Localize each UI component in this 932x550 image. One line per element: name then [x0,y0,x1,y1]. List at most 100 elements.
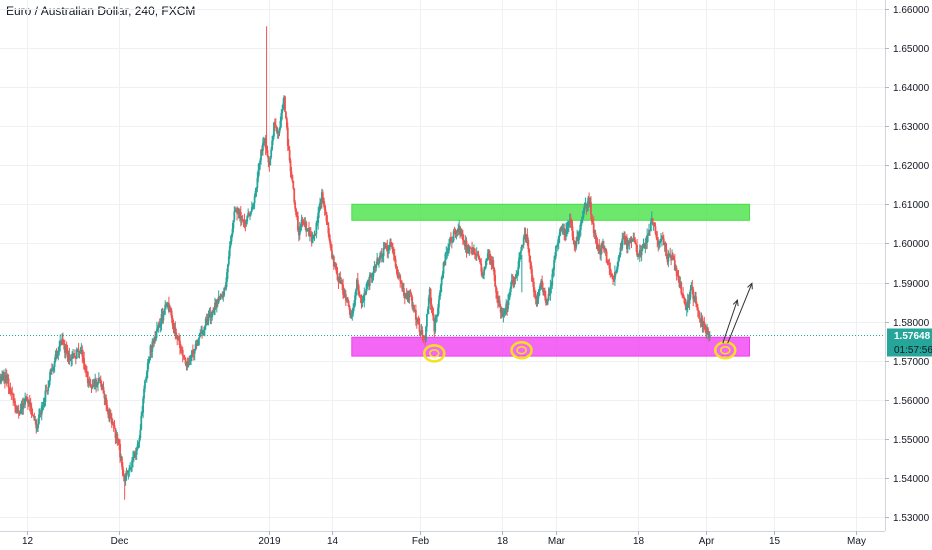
candle-body [300,219,303,225]
candle-body [40,406,43,415]
price-tick-label: 1.66000 [893,5,930,16]
candle-body [205,318,208,325]
candle-body [279,120,282,129]
candle-body [207,315,210,321]
candle-body [468,247,471,254]
candle-body [253,196,256,204]
candle-body [508,297,510,301]
candle-body [673,260,676,271]
candle-body [179,340,181,348]
candle-body [367,280,369,283]
candle-body [491,260,494,265]
candle-body [160,314,163,325]
candle-body [375,264,378,268]
candle-body [94,379,97,386]
candle-body [368,274,371,286]
candle-body [381,255,384,257]
candle-body [275,126,278,132]
date-tick-label: 14 [327,536,339,547]
candle-body [437,307,439,316]
candle-body [185,361,188,364]
candle-body [96,384,98,387]
candle-body [222,295,225,298]
candle-body [507,300,509,310]
candle-body [704,324,707,331]
candle-body [130,467,133,468]
candle-body [582,210,585,217]
candle-body [263,138,266,142]
candle-body [598,244,601,251]
candle-body [620,247,623,249]
candle-body [55,354,58,359]
candle-body [175,332,178,339]
candle-body [672,254,674,259]
candle-body [653,222,656,227]
candle-body [124,476,127,481]
candle-body [276,131,279,133]
candle-body [450,241,453,243]
candle-body [488,250,491,260]
candle-body [266,150,269,157]
candle-body [602,245,604,248]
candle-body [652,222,655,225]
candle-body [500,310,503,313]
candle-body [400,281,403,284]
candle-body [474,254,477,256]
candle-body [226,272,228,283]
candle-body [549,286,552,295]
candle-body [550,285,553,287]
candle-body [435,316,438,320]
candle-body [81,349,84,357]
candle-body [332,256,334,259]
candle-body [681,293,684,295]
candle-body [658,243,661,245]
candle-body [536,298,539,305]
candle-body [89,384,92,387]
date-tick-label: 18 [633,536,645,547]
candle-body [378,261,380,265]
candle-body [70,358,73,361]
candle-body [98,378,101,380]
candle-body [31,414,34,416]
candle-body [333,262,336,267]
candle-body [502,313,505,317]
candle-body [367,280,370,286]
candle-body [128,468,131,472]
candle-body [649,222,652,232]
candle-body [183,356,186,360]
candle-body [196,343,199,346]
candle-body [117,439,120,441]
candle-body [38,412,41,415]
candle-body [579,222,582,230]
candle-body [154,337,156,340]
price-tick-label: 1.59000 [893,279,930,290]
candle-body [58,346,61,351]
candle-body [0,380,3,383]
candle-body [95,379,98,387]
candle-body [393,255,396,259]
candle-body [354,295,356,306]
bottom-marker-inner [720,345,731,355]
candle-body [370,274,373,278]
candle-body [699,318,702,323]
candle-body [477,254,480,258]
candle-body [677,275,680,281]
candle-body [561,228,564,230]
candle-body [701,318,704,327]
candle-body [280,112,283,121]
candle-body [90,386,93,387]
candle-body [412,304,415,307]
bottom-marker [714,340,737,360]
candle-body [639,249,642,256]
candle-body [592,223,595,234]
candle-body [611,274,614,277]
candle-body [326,221,329,223]
candle-body [21,404,24,410]
candle-body [132,457,135,459]
candle-body [631,240,634,242]
candle-body [456,230,459,232]
candle-body [419,331,422,335]
candle-body [347,301,350,306]
candle-body [434,319,437,332]
